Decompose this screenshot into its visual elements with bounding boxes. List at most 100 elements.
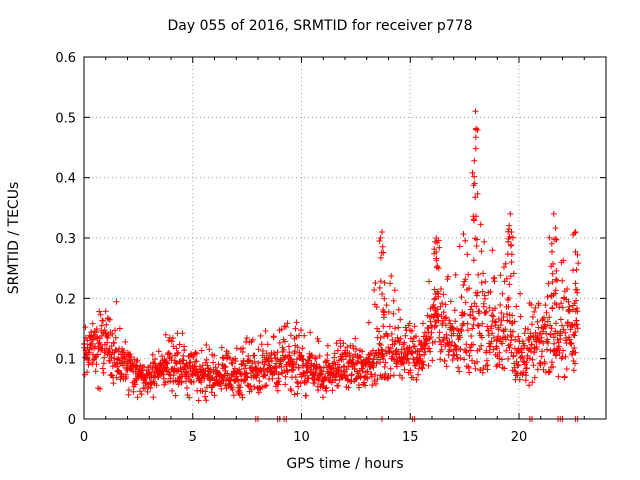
data-point bbox=[460, 282, 467, 289]
data-point bbox=[288, 387, 295, 394]
data-point bbox=[367, 351, 373, 358]
data-point bbox=[160, 375, 167, 382]
data-point bbox=[164, 360, 171, 367]
data-point bbox=[291, 391, 298, 398]
data-point bbox=[552, 287, 559, 294]
data-point bbox=[446, 346, 453, 353]
data-point bbox=[570, 267, 576, 274]
data-point bbox=[469, 169, 476, 176]
data-point bbox=[308, 366, 315, 373]
data-point bbox=[164, 367, 171, 374]
data-point bbox=[445, 341, 452, 348]
data-point bbox=[357, 354, 364, 361]
data-point bbox=[505, 228, 512, 235]
data-point bbox=[274, 387, 281, 394]
data-point bbox=[292, 348, 298, 355]
data-point bbox=[426, 278, 432, 285]
data-point bbox=[97, 385, 103, 392]
data-point bbox=[300, 356, 307, 363]
data-point bbox=[453, 351, 460, 358]
data-point bbox=[186, 394, 193, 401]
data-point bbox=[575, 260, 582, 267]
data-point bbox=[379, 291, 386, 298]
data-point bbox=[247, 383, 254, 389]
data-point bbox=[502, 260, 509, 267]
data-point bbox=[513, 358, 520, 365]
data-point bbox=[381, 311, 388, 318]
data-point bbox=[472, 145, 479, 152]
data-point bbox=[500, 314, 507, 320]
data-point bbox=[387, 373, 394, 379]
data-point bbox=[352, 376, 359, 383]
data-point bbox=[245, 358, 252, 365]
data-point bbox=[426, 345, 433, 352]
data-point bbox=[101, 327, 108, 334]
data-point bbox=[510, 328, 516, 335]
data-point bbox=[334, 347, 341, 354]
data-point bbox=[410, 374, 416, 381]
data-point bbox=[286, 343, 292, 350]
data-point bbox=[449, 325, 456, 332]
data-point bbox=[251, 383, 258, 390]
data-point bbox=[113, 298, 120, 305]
data-point bbox=[82, 324, 89, 331]
data-point bbox=[278, 364, 285, 370]
data-point bbox=[555, 373, 562, 380]
data-point bbox=[532, 304, 539, 311]
data-point bbox=[546, 368, 553, 375]
data-point bbox=[386, 323, 393, 330]
data-point bbox=[293, 319, 300, 326]
data-point bbox=[549, 248, 555, 255]
data-point bbox=[434, 263, 441, 270]
data-point bbox=[271, 351, 278, 358]
x-tick-label: 0 bbox=[80, 430, 88, 445]
data-point bbox=[234, 377, 241, 384]
data-point bbox=[344, 344, 351, 351]
data-point bbox=[440, 309, 447, 316]
data-point bbox=[458, 294, 465, 301]
data-point bbox=[331, 350, 338, 357]
x-tick-label: 15 bbox=[402, 430, 419, 445]
data-point bbox=[505, 238, 512, 245]
data-point bbox=[405, 348, 412, 355]
data-point bbox=[572, 329, 579, 336]
data-point bbox=[514, 372, 521, 379]
data-point bbox=[572, 286, 579, 293]
data-point bbox=[278, 326, 285, 333]
data-point bbox=[411, 343, 418, 350]
data-point bbox=[110, 380, 117, 387]
data-point bbox=[554, 277, 561, 284]
data-point bbox=[233, 373, 240, 380]
data-point bbox=[425, 362, 432, 369]
data-point bbox=[452, 271, 459, 278]
data-point bbox=[222, 382, 229, 389]
data-point bbox=[504, 317, 511, 324]
data-point bbox=[270, 333, 277, 340]
data-point bbox=[230, 392, 237, 399]
data-point bbox=[559, 304, 566, 311]
data-point bbox=[320, 394, 326, 401]
data-point bbox=[303, 392, 310, 399]
data-point bbox=[110, 340, 117, 347]
data-point bbox=[373, 380, 379, 387]
data-point bbox=[507, 242, 514, 249]
y-tick-label: 0.3 bbox=[55, 232, 76, 247]
data-point bbox=[529, 356, 536, 363]
data-point bbox=[469, 325, 476, 332]
data-point bbox=[340, 356, 347, 363]
data-point bbox=[470, 257, 477, 264]
data-point bbox=[123, 374, 130, 380]
data-point bbox=[377, 278, 384, 285]
data-point bbox=[478, 279, 485, 286]
data-point bbox=[550, 260, 556, 267]
data-point bbox=[538, 334, 545, 341]
data-point bbox=[193, 350, 200, 357]
data-point bbox=[219, 354, 226, 361]
data-point bbox=[556, 343, 562, 350]
data-point bbox=[519, 349, 525, 356]
data-point bbox=[472, 108, 479, 115]
data-point bbox=[462, 299, 469, 306]
data-point bbox=[259, 384, 266, 391]
data-point bbox=[162, 364, 168, 371]
data-point bbox=[85, 359, 92, 366]
